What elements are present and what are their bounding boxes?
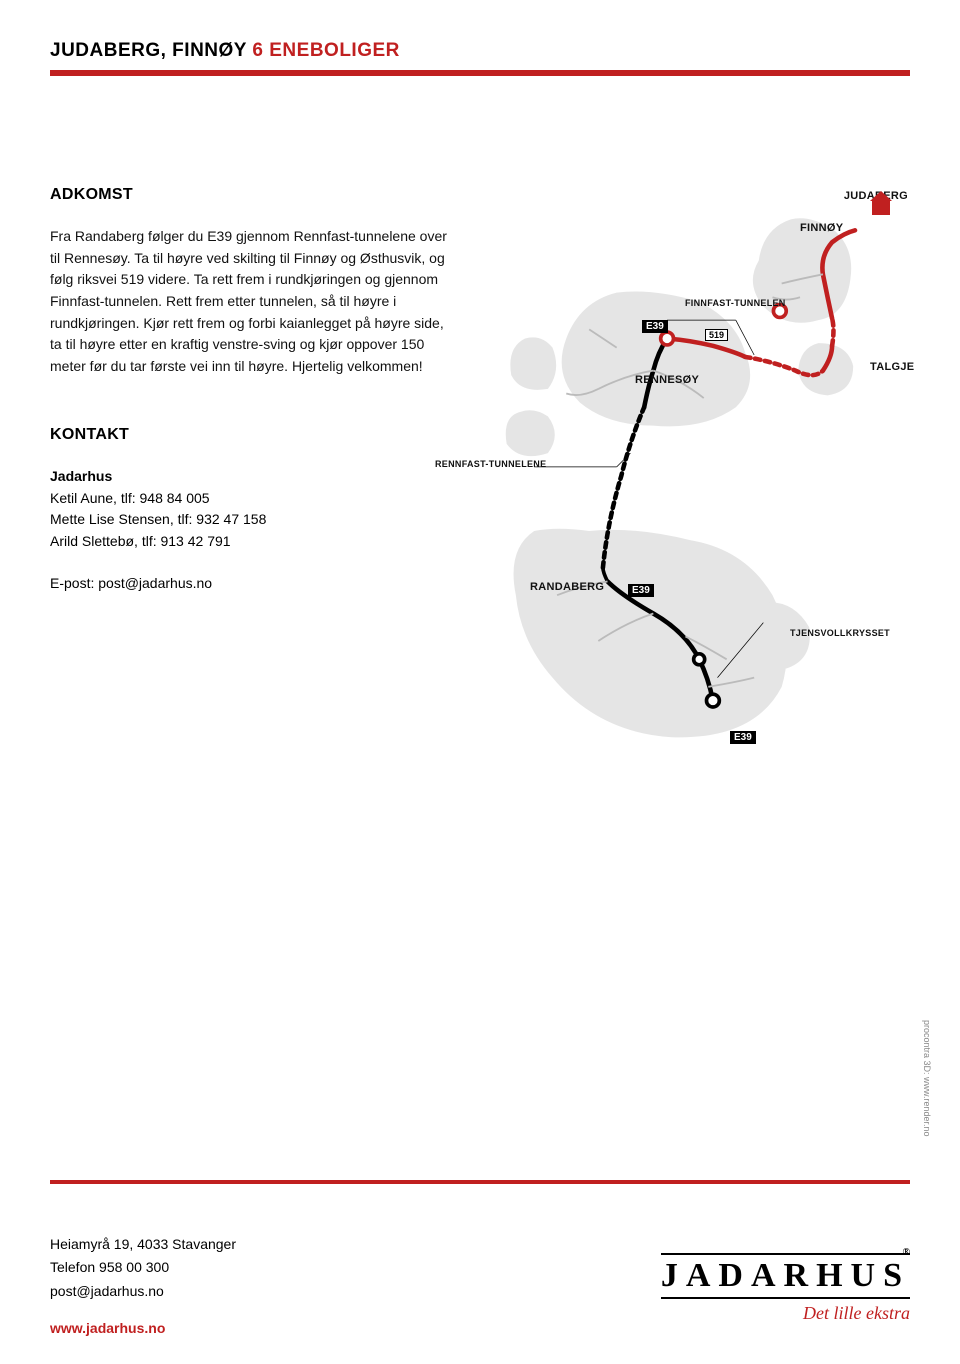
header-divider — [50, 70, 910, 76]
adkomst-heading: ADKOMST — [50, 186, 450, 204]
road-badge-e39-1: E39 — [642, 320, 668, 333]
footer-phone: Telefon 958 00 300 — [50, 1256, 236, 1280]
map-label-talgje: TALGJE — [870, 361, 914, 373]
title-project: 6 ENEBOLIGER — [252, 40, 399, 61]
map-svg — [470, 186, 910, 766]
text-column: ADKOMST Fra Randaberg følger du E39 gjen… — [50, 186, 450, 766]
footer-divider — [50, 1180, 910, 1184]
road-badge-e39-3: E39 — [730, 731, 756, 744]
map-label-rennfast: RENNFAST-TUNNELENE — [435, 459, 546, 469]
contact-person: Mette Lise Stensen, tlf: 932 47 158 — [50, 509, 450, 531]
road-badge-e39-2: E39 — [628, 584, 654, 597]
map-container: JUDABERG FINNØY TALGJE FINNFAST-TUNNELEN… — [470, 186, 910, 766]
map-label-finnoy: FINNØY — [800, 222, 843, 234]
logo-block: JADARHUS ® Det lille ekstra — [661, 1253, 910, 1324]
map-label-randaberg: RANDABERG — [530, 581, 604, 593]
contact-person: Ketil Aune, tlf: 948 84 005 — [50, 488, 450, 510]
registered-icon: ® — [903, 1247, 918, 1258]
logo-text: JADARHUS ® — [661, 1253, 910, 1299]
road-badge-519: 519 — [705, 329, 728, 341]
contact-email: E-post: post@jadarhus.no — [50, 575, 450, 591]
content-row: ADKOMST Fra Randaberg følger du E39 gjen… — [50, 186, 910, 766]
footer-address: Heiamyrå 19, 4033 Stavanger — [50, 1233, 236, 1257]
footer-web: www.jadarhus.no — [50, 1320, 165, 1336]
side-credit: procontra 3D: www.render.no — [922, 1020, 932, 1137]
map-label-rennesoy: RENNESØY — [635, 374, 699, 386]
contact-block: Jadarhus Ketil Aune, tlf: 948 84 005 Met… — [50, 466, 450, 553]
footer-address-block: Heiamyrå 19, 4033 Stavanger Telefon 958 … — [50, 1233, 236, 1304]
map-label-tjensvoll: TJENSVOLLKRYSSET — [790, 628, 890, 638]
house-marker-icon — [872, 201, 890, 215]
title-location: JUDABERG, FINNØY — [50, 40, 247, 61]
adkomst-body: Fra Randaberg følger du E39 gjennom Renn… — [50, 226, 450, 378]
contact-person: Arild Slettebø, tlf: 913 42 791 — [50, 531, 450, 553]
kontakt-heading: KONTAKT — [50, 426, 450, 444]
logo-tagline: Det lille ekstra — [661, 1303, 910, 1324]
page-title: JUDABERG, FINNØY 6 ENEBOLIGER — [50, 40, 910, 62]
logo-name: JADARHUS — [661, 1257, 910, 1294]
contact-company: Jadarhus — [50, 466, 450, 488]
footer-email: post@jadarhus.no — [50, 1280, 236, 1304]
map-label-finnfast: FINNFAST-TUNNELEN — [685, 298, 786, 308]
